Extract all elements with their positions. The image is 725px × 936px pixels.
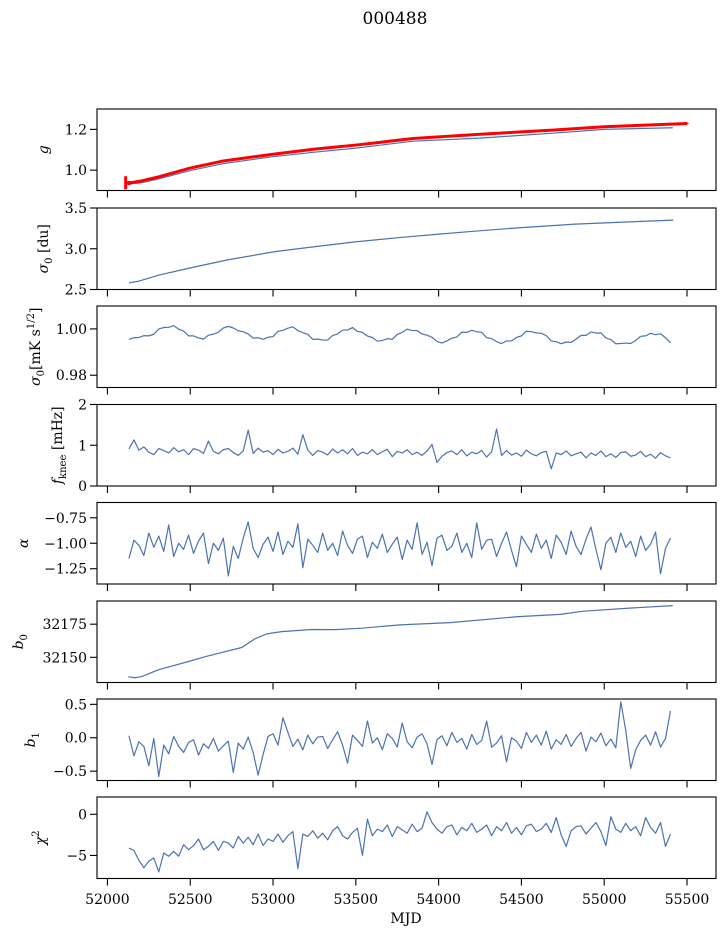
y-axis-label-part: 0 [19, 634, 30, 640]
axes-frame [96, 796, 717, 880]
panel-chi2: −5 0 52000 52500 53000 53500 54000 54500 55000 55… [31, 796, 717, 908]
panel-fknee: 0 1 2 fknee [mHz] [50, 398, 717, 495]
x-tick-label: 55500 [665, 892, 710, 908]
y-tick-label: 32175 [42, 617, 87, 633]
y-axis-label-g: g [36, 145, 52, 154]
plot-area [124, 121, 689, 190]
y-axis-label-part: 1 [31, 732, 42, 738]
panel-sigma0-du: 2.5 3.0 3.5 σ0 [du] [36, 201, 717, 299]
series-line-chi2 [128, 811, 672, 873]
y-axis-label-sigma0-du: σ0 [du] [36, 224, 55, 273]
y-tick-label: −0.5 [53, 764, 87, 780]
panel-b1: −0.5 0.0 0.5 b1 [23, 697, 717, 788]
y-axis-label-sigma0-mk: σ0[mK s1/2] [26, 308, 47, 386]
y-axis-label-part: [mHz] [50, 406, 66, 454]
y-axis-label-fknee: fknee [mHz] [50, 406, 69, 485]
panel-b0: 32150 32175 b0 [11, 600, 717, 690]
y-tick-label: 1.00 [56, 322, 87, 338]
x-tick-label: 54000 [416, 892, 461, 908]
y-axis-label-part: f [50, 476, 66, 485]
x-tick-label: 52500 [168, 892, 213, 908]
y-tick-label: 1 [78, 438, 87, 454]
series-line-fknee [128, 428, 671, 470]
y-axis-label-part: χ [33, 835, 49, 846]
x-tick-label: 53500 [334, 892, 379, 908]
plot-area [128, 701, 672, 778]
y-tick-label: 3.0 [65, 242, 87, 258]
y-tick-label: 3.5 [65, 201, 87, 217]
y-tick-label: 2.5 [65, 283, 87, 299]
y-axis-label-part: σ [36, 263, 52, 273]
series-line-b1 [128, 701, 672, 778]
y-tick-label: 0.5 [65, 697, 87, 713]
panel-alpha: −0.75 −1.00 −1.25 α [16, 501, 717, 591]
y-tick-label: 2 [78, 398, 87, 414]
y-tick-label: −1.00 [44, 536, 87, 552]
y-axis-label-part: α [16, 538, 32, 548]
plot-area [128, 521, 671, 577]
x-tick-label: 55000 [582, 892, 627, 908]
plot-area [128, 605, 673, 679]
y-tick-label: 1.0 [65, 163, 87, 179]
x-axis-label: MJD [390, 911, 421, 927]
series-line-alpha [128, 521, 671, 577]
series-line-g [128, 127, 673, 185]
y-tick-label: 0.98 [56, 368, 87, 384]
y-axis-label-part: ] [28, 308, 44, 313]
y-axis-label-part: 0 [36, 370, 47, 376]
y-axis-label-b1: b1 [23, 732, 42, 747]
y-tick-label: 0 [78, 807, 87, 823]
y-axis-label-part: 2 [31, 830, 42, 836]
y-tick-label: 32150 [42, 650, 87, 666]
figure-title: 000488 [363, 9, 428, 29]
y-axis-label-part: knee [58, 455, 69, 479]
axes-frame [96, 698, 717, 782]
y-axis-label-part: g [36, 145, 52, 154]
y-axis-label-chi2: χ2 [31, 830, 49, 846]
plot-area [128, 428, 671, 470]
y-axis-label-alpha: α [16, 538, 32, 548]
y-axis-label-part: b [23, 738, 39, 747]
y-tick-label: 0 [78, 479, 87, 495]
plot-area [128, 325, 671, 345]
panel-sigma0-mk: 0.98 1.00 σ0[mK s1/2] [26, 305, 717, 395]
y-tick-label: 1.2 [65, 122, 87, 138]
y-tick-label: −5 [66, 848, 87, 864]
y-axis-label-part: [mK s [28, 329, 44, 370]
y-tick-label: −0.75 [44, 511, 87, 527]
series-line-b0 [128, 605, 673, 679]
y-tick-label: −1.25 [44, 562, 87, 578]
plot-area [128, 219, 674, 284]
series-line-sigma0_mK [128, 325, 671, 345]
y-axis-label-part: 0 [44, 257, 55, 263]
x-tick-label: 52000 [85, 892, 130, 908]
y-axis-label-b0: b0 [11, 634, 30, 649]
series-line-sigma0_du [128, 219, 674, 284]
y-axis-label-part: b [11, 640, 27, 649]
panel-g: 1.0 1.2 g [36, 108, 717, 198]
x-tick-label: 53000 [251, 892, 296, 908]
y-tick-label: 0.0 [65, 731, 87, 747]
axes-frame [96, 600, 717, 684]
plot-area [128, 811, 672, 873]
axes-frame [96, 108, 717, 192]
y-axis-label-part: σ [28, 376, 44, 386]
y-axis-label-part: [du] [36, 224, 52, 257]
axes-frame [96, 305, 717, 389]
x-tick-label: 54500 [499, 892, 544, 908]
y-axis-label-part: 1/2 [26, 313, 37, 329]
